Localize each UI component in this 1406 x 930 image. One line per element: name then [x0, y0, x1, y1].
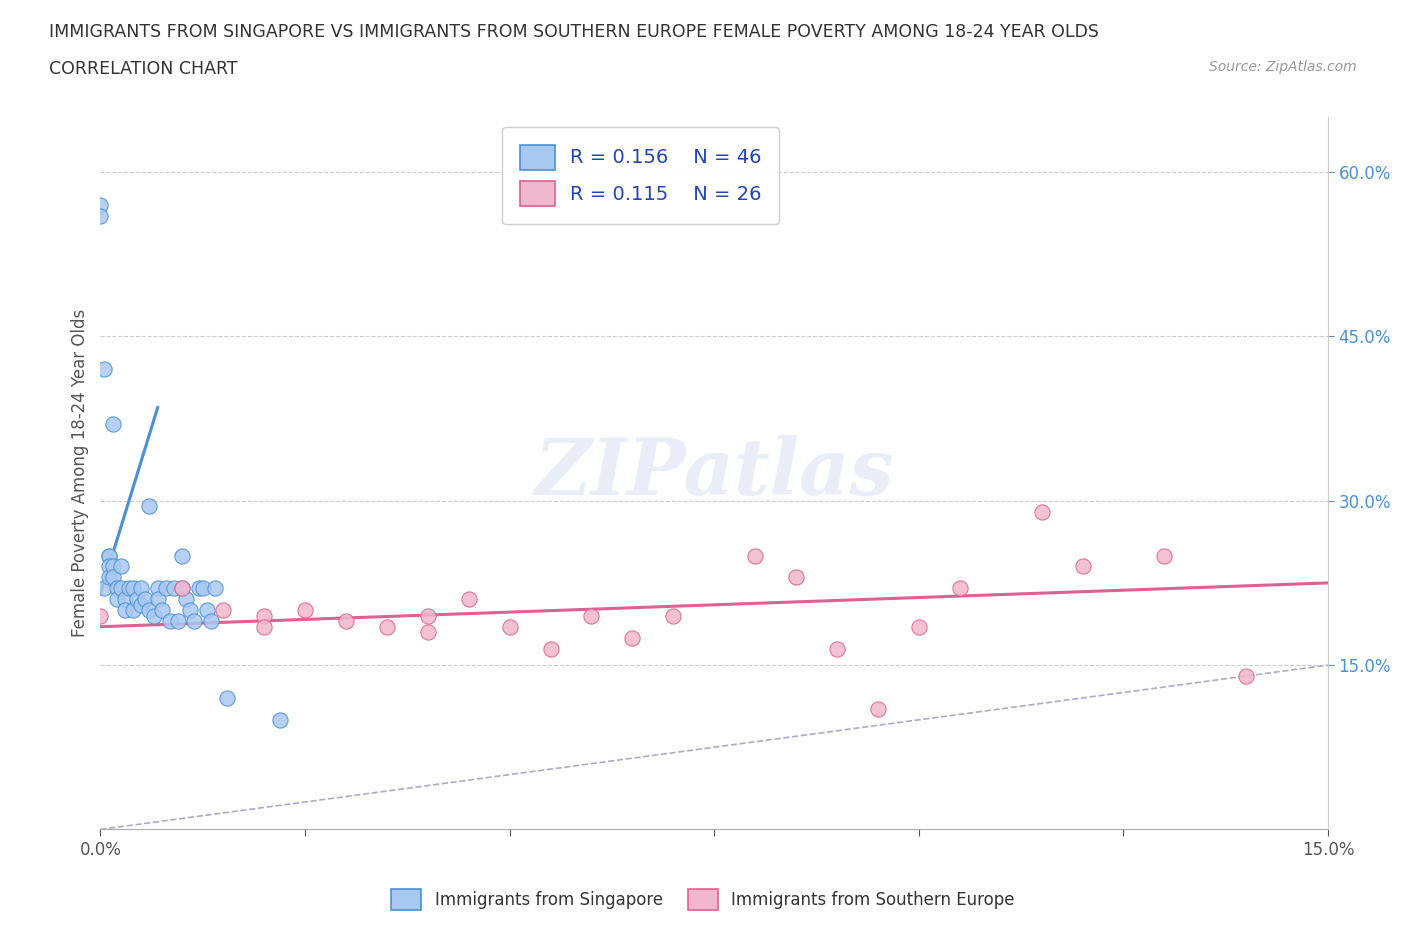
- Point: [1153, 548, 1175, 563]
- Point: [155, 581, 177, 596]
- Point: [269, 712, 291, 727]
- Text: Source: ZipAtlas.com: Source: ZipAtlas.com: [1209, 60, 1357, 74]
- Point: [97, 559, 120, 574]
- Point: [101, 559, 124, 574]
- Point: [146, 581, 169, 596]
- Point: [540, 641, 562, 656]
- Point: [89, 197, 111, 212]
- Point: [97, 548, 120, 563]
- Point: [179, 603, 201, 618]
- Point: [294, 603, 316, 618]
- Point: [118, 581, 141, 596]
- Point: [217, 690, 239, 705]
- Point: [949, 581, 972, 596]
- Point: [89, 608, 111, 623]
- Text: IMMIGRANTS FROM SINGAPORE VS IMMIGRANTS FROM SOUTHERN EUROPE FEMALE POVERTY AMON: IMMIGRANTS FROM SINGAPORE VS IMMIGRANTS …: [49, 23, 1099, 41]
- Point: [172, 581, 194, 596]
- Point: [114, 603, 136, 618]
- Point: [195, 603, 218, 618]
- Point: [581, 608, 603, 623]
- Point: [457, 591, 479, 606]
- Point: [1071, 559, 1094, 574]
- Point: [335, 614, 357, 629]
- Point: [127, 591, 149, 606]
- Point: [200, 614, 222, 629]
- Point: [93, 362, 115, 377]
- Point: [908, 619, 931, 634]
- Point: [97, 548, 120, 563]
- Point: [167, 614, 190, 629]
- Point: [866, 701, 889, 716]
- Point: [416, 625, 439, 640]
- Y-axis label: Female Poverty Among 18-24 Year Olds: Female Poverty Among 18-24 Year Olds: [72, 309, 89, 637]
- Point: [134, 591, 156, 606]
- Point: [150, 603, 173, 618]
- Point: [662, 608, 685, 623]
- Point: [253, 619, 276, 634]
- Point: [744, 548, 766, 563]
- Point: [191, 581, 214, 596]
- Point: [138, 603, 160, 618]
- Point: [174, 591, 197, 606]
- Point: [375, 619, 398, 634]
- Legend: R = 0.156    N = 46, R = 0.115    N = 26: R = 0.156 N = 46, R = 0.115 N = 26: [502, 127, 779, 223]
- Point: [621, 631, 644, 645]
- Point: [129, 597, 152, 612]
- Point: [122, 581, 145, 596]
- Point: [97, 570, 120, 585]
- Point: [212, 603, 235, 618]
- Text: CORRELATION CHART: CORRELATION CHART: [49, 60, 238, 78]
- Point: [105, 581, 128, 596]
- Point: [122, 603, 145, 618]
- Point: [498, 619, 520, 634]
- Point: [1234, 669, 1257, 684]
- Legend: Immigrants from Singapore, Immigrants from Southern Europe: Immigrants from Singapore, Immigrants fr…: [385, 883, 1021, 917]
- Point: [187, 581, 209, 596]
- Point: [172, 581, 194, 596]
- Point: [416, 608, 439, 623]
- Point: [114, 591, 136, 606]
- Point: [142, 608, 165, 623]
- Point: [172, 548, 194, 563]
- Point: [110, 581, 132, 596]
- Point: [204, 581, 226, 596]
- Point: [1031, 504, 1053, 519]
- Text: ZIPatlas: ZIPatlas: [534, 435, 894, 512]
- Point: [101, 417, 124, 432]
- Point: [89, 208, 111, 223]
- Point: [183, 614, 205, 629]
- Point: [825, 641, 848, 656]
- Point: [138, 498, 160, 513]
- Point: [253, 608, 276, 623]
- Point: [163, 581, 186, 596]
- Point: [93, 581, 115, 596]
- Point: [101, 570, 124, 585]
- Point: [785, 570, 807, 585]
- Point: [146, 591, 169, 606]
- Point: [110, 559, 132, 574]
- Point: [159, 614, 181, 629]
- Point: [105, 591, 128, 606]
- Point: [129, 581, 152, 596]
